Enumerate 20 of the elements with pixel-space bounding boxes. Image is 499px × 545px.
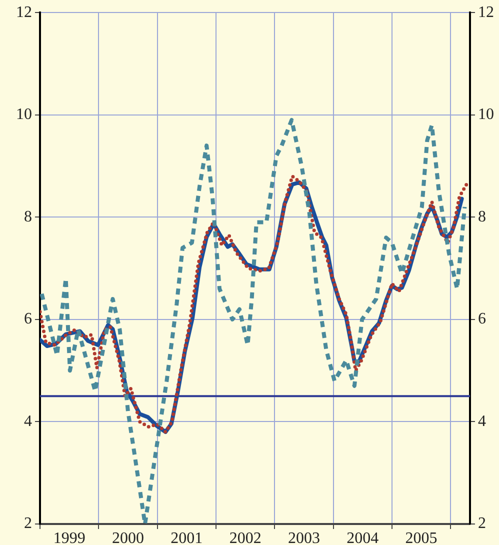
x-tick-label: 2004 <box>346 530 379 545</box>
y-tick-label: 8 <box>24 208 32 226</box>
x-tick-label: 2000 <box>112 530 144 545</box>
x-tick-label: 2001 <box>170 530 203 545</box>
y2-tick-label: 4 <box>478 412 486 430</box>
x-tick-label: 2003 <box>288 530 320 545</box>
y2-tick-label: 12 <box>478 4 494 21</box>
x-tick-label: 2005 <box>405 530 438 545</box>
y-tick-label: 10 <box>16 106 32 124</box>
x-tick-label: 2002 <box>229 530 262 545</box>
x-tick-label: 1999 <box>53 530 86 545</box>
y2-tick-label: 8 <box>478 208 486 226</box>
line-series <box>40 118 467 524</box>
y2-tick-label: 6 <box>478 310 486 328</box>
y-tick-label: 6 <box>24 310 32 328</box>
y-tick-label: 12 <box>16 4 32 21</box>
y2-tick-label: 2 <box>478 515 486 532</box>
y-tick-label: 2 <box>24 515 32 532</box>
y-tick-label: 4 <box>24 412 32 430</box>
y2-tick-label: 10 <box>478 106 494 124</box>
